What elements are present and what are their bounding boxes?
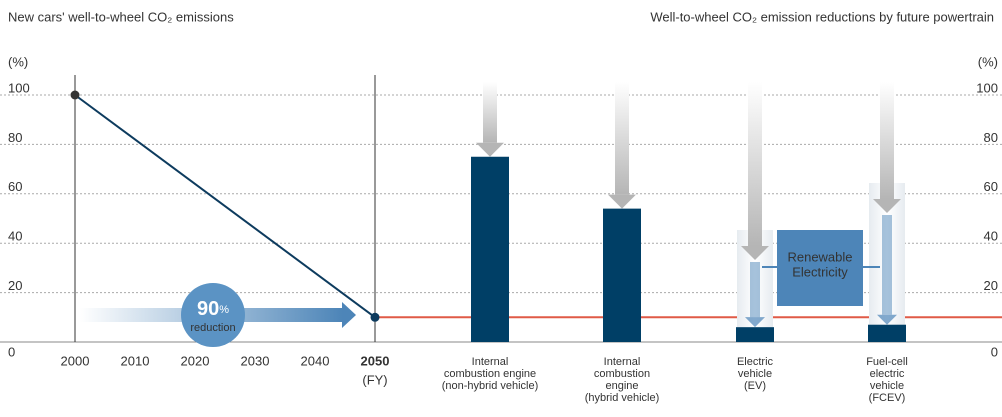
x-tick-label: 2010 <box>121 353 150 368</box>
x-category-label: (EV) <box>744 380 766 392</box>
x-tick-label: 2030 <box>241 353 270 368</box>
x-tick-label: 2040 <box>301 353 330 368</box>
x-category-label: Fuel-cell <box>866 356 908 368</box>
reduction-badge <box>181 283 245 347</box>
y-tick-label: 60 <box>8 179 22 194</box>
renewable-label: Electricity <box>792 264 848 279</box>
x-category-label: electric <box>870 368 905 380</box>
reduction-number-unit: % <box>219 304 229 316</box>
x-category-label: vehicle <box>870 380 904 392</box>
x-category-label: vehicle <box>738 368 772 380</box>
y-tick-label-right: 20 <box>984 278 998 293</box>
left-title: New cars' well-to-wheel CO₂ emissions <box>8 9 234 24</box>
x-category-label: (hybrid vehicle) <box>585 392 660 404</box>
renewable-arrow-head <box>745 317 765 328</box>
x-category-label: Internal <box>472 356 509 368</box>
end-point <box>370 312 380 322</box>
x-category-label: engine <box>605 380 638 392</box>
reduction-label: reduction <box>190 322 235 334</box>
renewable-box <box>777 230 863 306</box>
renewable-arrow-head <box>877 314 897 325</box>
x-category-label: combustion <box>594 368 650 380</box>
emission-line <box>74 94 376 319</box>
y-label-right: (%) <box>978 54 998 69</box>
renewable-arrow-shaft <box>882 215 892 315</box>
x-category-label: combustion engine <box>444 368 536 380</box>
bar <box>603 208 641 342</box>
arrow-head <box>476 142 504 157</box>
arrow-shaft <box>615 82 629 195</box>
y-tick-label-right: 60 <box>984 179 998 194</box>
arrow-shaft <box>748 82 762 246</box>
x-tick-label: 2050 <box>361 353 390 368</box>
y-tick-label: 80 <box>8 130 22 145</box>
y-tick-label-right: 0 <box>991 344 998 359</box>
x-tick-label: 2020 <box>181 353 210 368</box>
x-category-label: (FCEV) <box>869 392 906 404</box>
renewable-label: Renewable <box>787 249 852 264</box>
reduction-arrowhead <box>342 302 356 328</box>
x-label: (FY) <box>362 372 387 387</box>
renewable-arrow-shaft <box>750 262 760 318</box>
y-tick-label: 0 <box>8 344 15 359</box>
y-tick-label: 100 <box>8 80 30 95</box>
bar <box>471 156 509 342</box>
bar <box>736 327 774 342</box>
arrow-shaft <box>483 82 497 143</box>
arrow-head <box>608 194 636 209</box>
reduction-number: 90% <box>197 298 229 320</box>
arrow-shaft <box>880 82 894 199</box>
y-tick-label-right: 100 <box>976 80 998 95</box>
x-tick-label: 2000 <box>61 353 90 368</box>
bar <box>868 324 906 342</box>
arrow-head <box>741 246 769 260</box>
x-category-label: Internal <box>604 356 641 368</box>
reduction-number-value: 90 <box>197 298 219 320</box>
right-title: Well-to-wheel CO₂ emission reductions by… <box>650 9 994 24</box>
y-tick-label-right: 40 <box>984 229 998 244</box>
start-point <box>70 90 80 100</box>
x-category-label: (non-hybrid vehicle) <box>442 380 539 392</box>
x-category-label: Electric <box>737 356 774 368</box>
y-tick-label: 20 <box>8 278 22 293</box>
y-label-left: (%) <box>8 54 28 69</box>
arrow-head <box>873 199 901 213</box>
y-tick-label-right: 80 <box>984 130 998 145</box>
y-tick-label: 40 <box>8 229 22 244</box>
